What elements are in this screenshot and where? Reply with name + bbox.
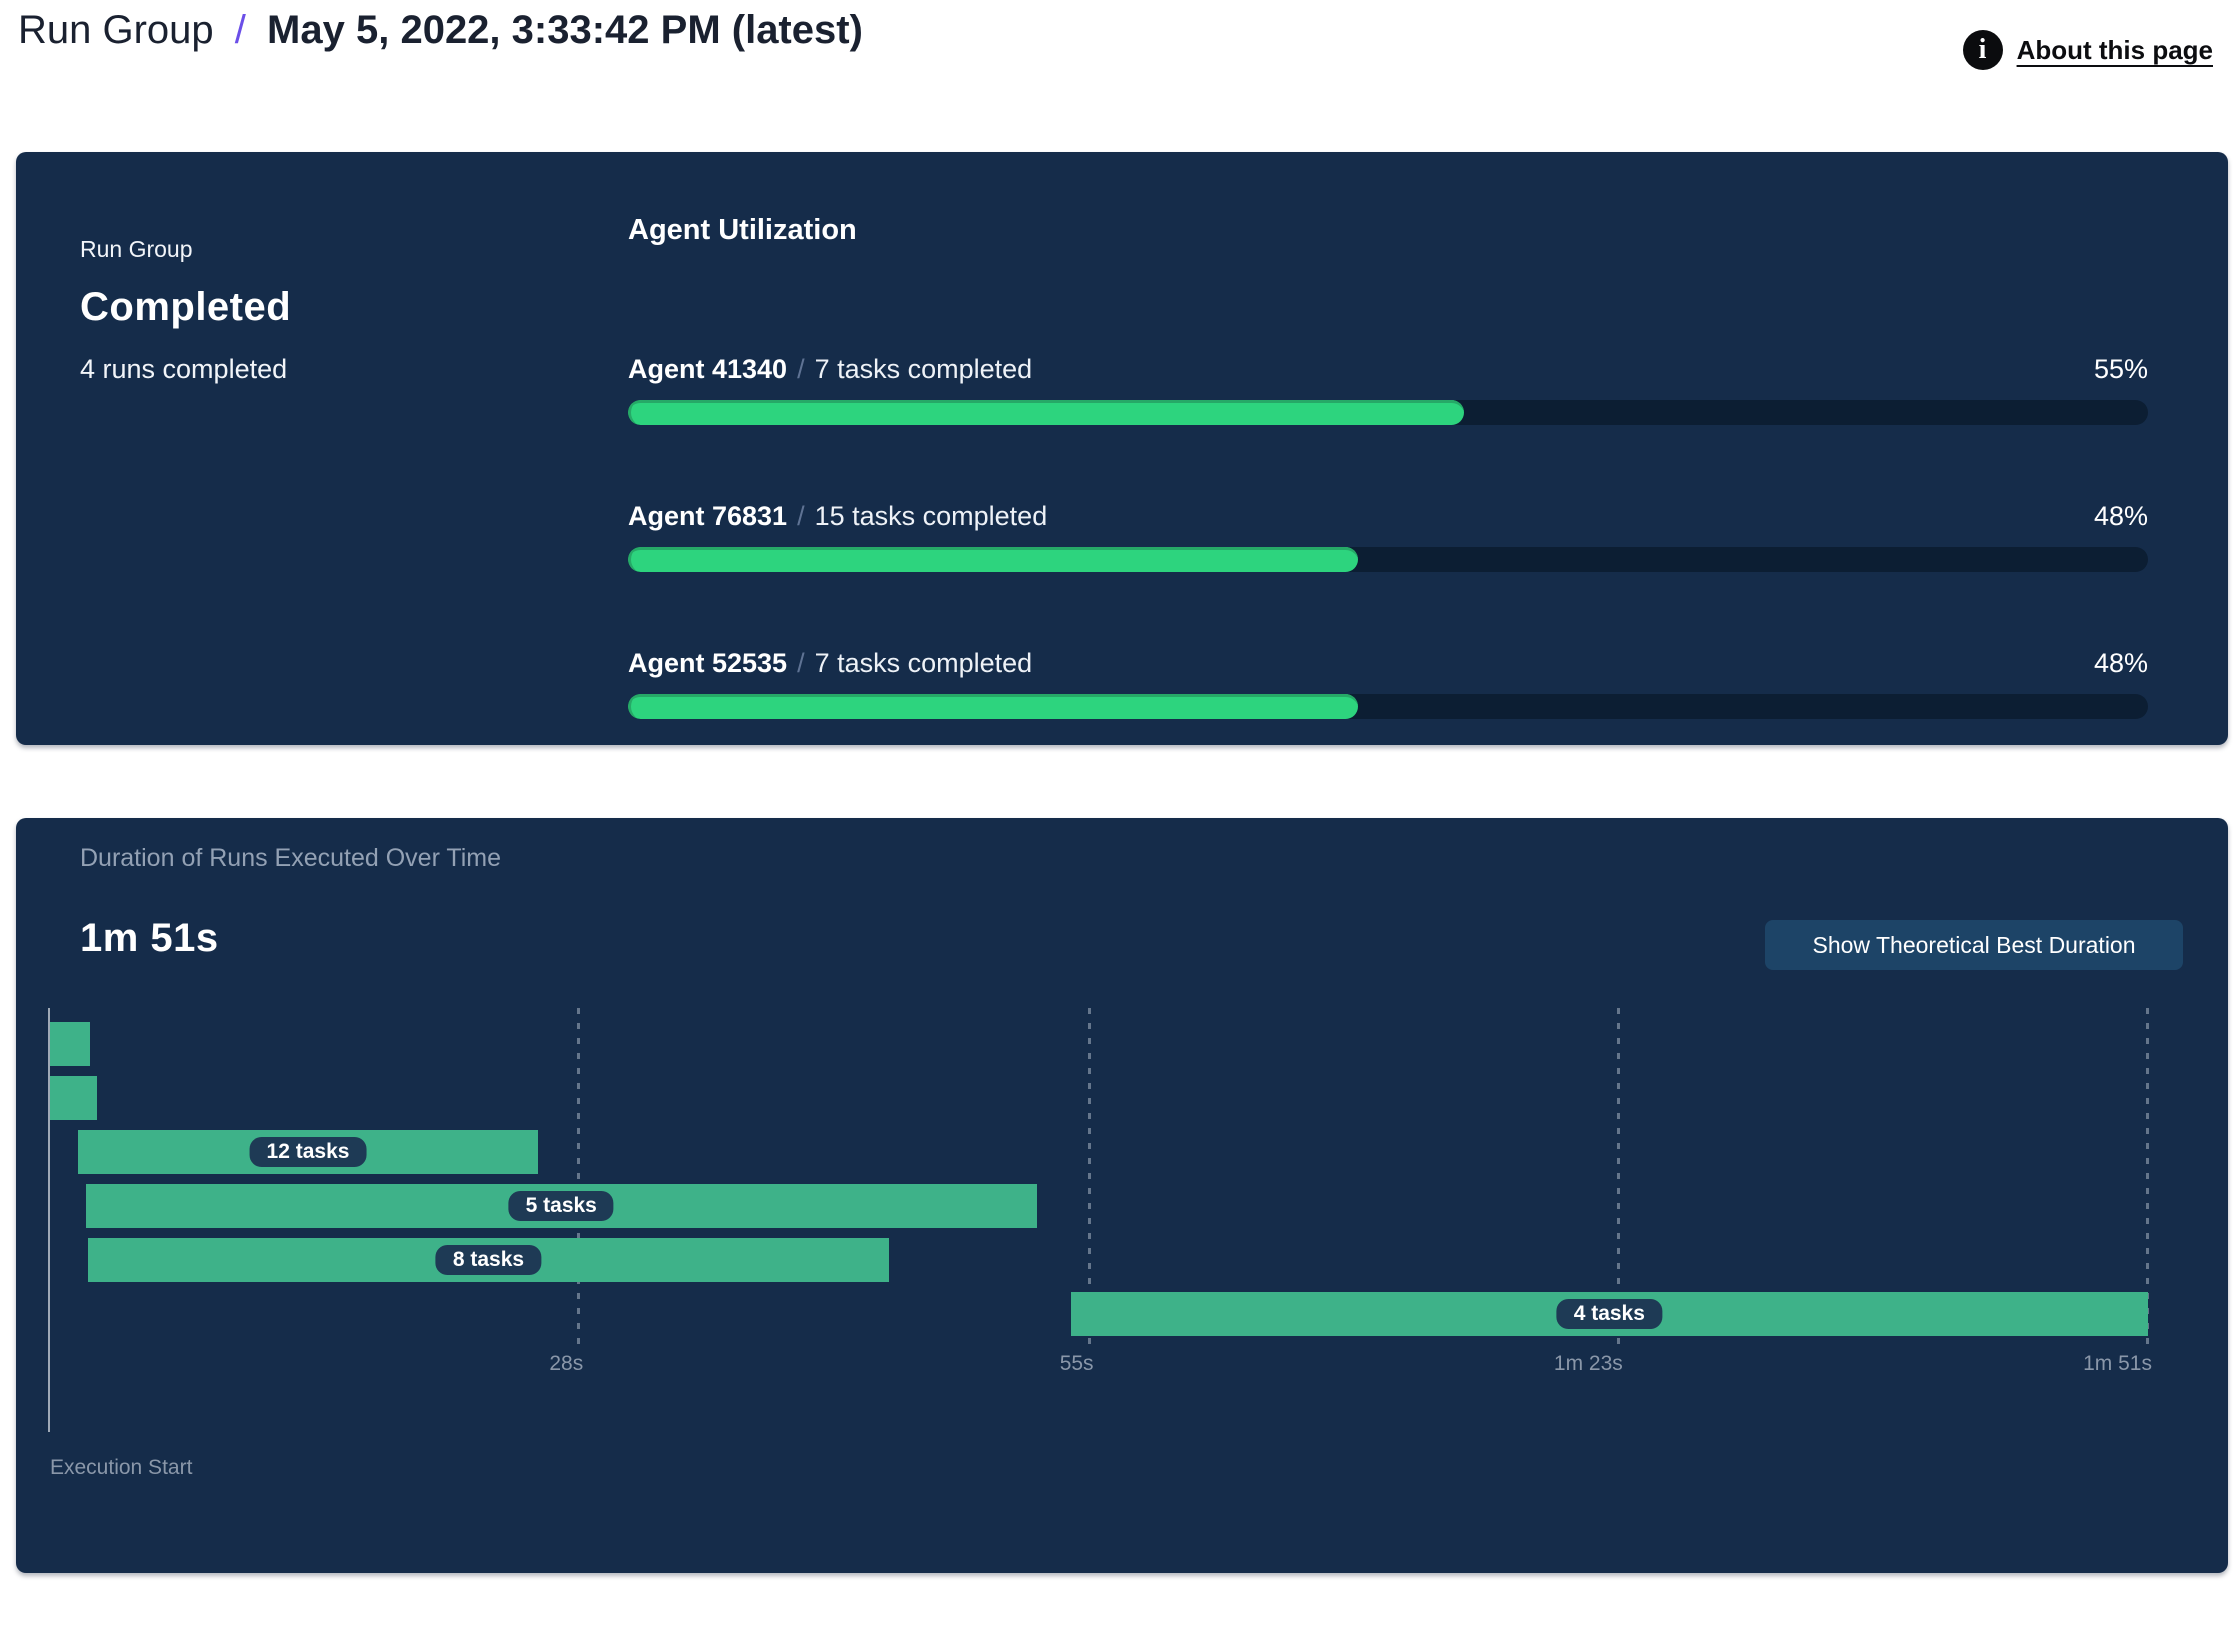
execution-start-axis-line bbox=[48, 1008, 50, 1432]
execution-start-label: Execution Start bbox=[50, 1456, 193, 1479]
gantt-task-count-badge: 5 tasks bbox=[508, 1191, 614, 1221]
duration-chart-title: Duration of Runs Executed Over Time bbox=[80, 844, 502, 872]
time-gridline bbox=[577, 1008, 581, 1348]
axis-tick-label: 1m 23s bbox=[1553, 1352, 1623, 1375]
duration-panel: Duration of Runs Executed Over Time 1m 5… bbox=[16, 818, 2228, 1573]
page-title: Run Group / May 5, 2022, 3:33:42 PM (lat… bbox=[18, 8, 863, 53]
agent-name: Agent 41340 bbox=[628, 354, 788, 384]
agent-utilization-fill bbox=[628, 400, 1464, 425]
agent-utilization-row: Agent 76831 / 15 tasks completed 48% bbox=[628, 501, 2148, 572]
gantt-run-bar[interactable]: 4 tasks bbox=[1070, 1292, 2148, 1336]
gantt-run-bar[interactable] bbox=[50, 1076, 98, 1120]
agent-utilization-fill bbox=[628, 547, 1358, 572]
agent-tasks-completed: 15 tasks completed bbox=[814, 501, 1048, 531]
gantt-chart: 12 tasks 5 tasks 8 tasks 4 tasks bbox=[50, 1008, 2149, 1348]
run-group-eyebrow: Run Group bbox=[80, 236, 193, 262]
run-group-status-card: Run Group Completed 4 runs completed bbox=[80, 236, 291, 385]
gantt-run-bar[interactable] bbox=[50, 1022, 90, 1066]
agent-tasks-completed: 7 tasks completed bbox=[814, 648, 1033, 678]
agent-utilization-percent: 55% bbox=[2093, 354, 2148, 384]
axis-tick-label: 55s bbox=[1059, 1352, 1094, 1375]
page-header: Run Group / May 5, 2022, 3:33:42 PM (lat… bbox=[0, 0, 2240, 90]
agent-utilization-row: Agent 52535 / 7 tasks completed 48% bbox=[628, 648, 2148, 719]
about-this-page-link[interactable]: i About this page bbox=[1962, 30, 2213, 70]
gantt-run-bar[interactable]: 12 tasks bbox=[78, 1130, 538, 1174]
time-gridline bbox=[2146, 1008, 2149, 1348]
time-gridline bbox=[1087, 1008, 1091, 1348]
agent-utilization-title: Agent Utilization bbox=[628, 214, 857, 246]
axis-tick-label: 1m 51s bbox=[2083, 1352, 2152, 1375]
agent-utilization-percent: 48% bbox=[2093, 501, 2148, 531]
time-axis-tick-labels: 28s 55s 1m 23s 1m 51s bbox=[50, 1352, 2152, 1380]
run-group-panel: Run Group Completed 4 runs completed Age… bbox=[16, 152, 2228, 745]
info-icon: i bbox=[1962, 30, 2003, 70]
gantt-task-count-badge: 4 tasks bbox=[1556, 1299, 1662, 1329]
axis-tick-label: 28s bbox=[549, 1352, 584, 1375]
agent-name: Agent 76831 bbox=[628, 501, 788, 531]
agent-label-separator: / bbox=[797, 354, 805, 384]
breadcrumb-run-group: Run Group bbox=[18, 8, 214, 52]
agent-utilization-track bbox=[628, 694, 2148, 719]
gantt-run-bar[interactable]: 5 tasks bbox=[85, 1184, 1037, 1228]
agent-utilization-row: Agent 41340 / 7 tasks completed 55% bbox=[628, 354, 2148, 425]
agent-label-separator: / bbox=[797, 648, 805, 678]
agent-tasks-completed: 7 tasks completed bbox=[814, 354, 1033, 384]
agent-utilization-fill bbox=[628, 694, 1358, 719]
page-title-date: May 5, 2022, 3:33:42 PM (latest) bbox=[267, 8, 863, 52]
gantt-task-count-badge: 8 tasks bbox=[435, 1245, 542, 1275]
agent-utilization-track bbox=[628, 547, 2148, 572]
agent-utilization-percent: 48% bbox=[2093, 648, 2148, 678]
agent-utilization-track bbox=[628, 400, 2148, 425]
gantt-task-count-badge: 12 tasks bbox=[249, 1137, 367, 1167]
agent-name: Agent 52535 bbox=[628, 648, 788, 678]
time-gridline bbox=[1616, 1008, 1620, 1348]
gantt-run-bar[interactable]: 8 tasks bbox=[87, 1238, 890, 1282]
runs-completed-count: 4 runs completed bbox=[80, 354, 288, 384]
total-duration-value: 1m 51s bbox=[80, 916, 219, 960]
agent-utilization-section: Agent Utilization Agent 41340 / 7 tasks … bbox=[628, 214, 2148, 719]
agent-label-separator: / bbox=[797, 501, 805, 531]
breadcrumb-separator: / bbox=[234, 8, 246, 52]
about-link-label: About this page bbox=[2016, 34, 2213, 65]
run-group-status: Completed bbox=[80, 285, 292, 329]
show-theoretical-best-duration-button[interactable]: Show Theoretical Best Duration bbox=[1765, 920, 2183, 970]
